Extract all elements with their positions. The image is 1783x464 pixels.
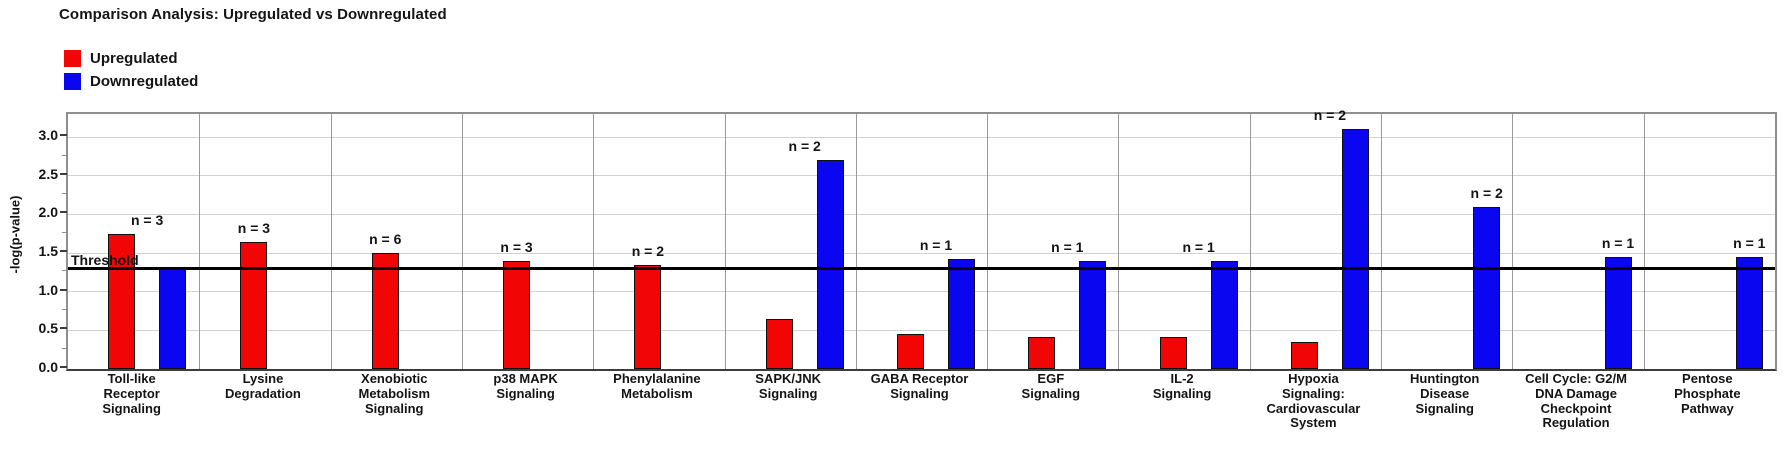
category-panel: n = 2: [724, 114, 857, 369]
y-tick-mark: [60, 172, 67, 175]
category-panel: n = 2: [1249, 107, 1382, 369]
n-count-label: n = 1: [1733, 234, 1766, 251]
category-panel: n = 3: [461, 114, 594, 369]
legend-label-upregulated: Upregulated: [90, 50, 178, 67]
category-panel: n = 1: [855, 114, 988, 369]
bar-upregulated: [503, 260, 531, 369]
x-category-label: EGF Signaling: [1021, 371, 1081, 401]
y-tick-mark: [60, 134, 67, 137]
gridline: [68, 291, 1775, 293]
bar-upregulated: [108, 233, 136, 369]
bar-upregulated: [240, 241, 268, 369]
n-count-label: n = 2: [1470, 184, 1503, 201]
y-tick-label: 3.0: [38, 127, 58, 144]
n-count-label: n = 3: [130, 211, 164, 228]
x-category-label: Toll-like Receptor Signaling: [102, 371, 161, 416]
x-category-label: Phenylalanine Metabolism: [613, 371, 701, 401]
y-tick-mark: [60, 366, 67, 368]
x-axis-labels: Toll-like Receptor Signaling Lysine Degra…: [66, 371, 1773, 462]
threshold-label: Threshold: [71, 251, 139, 268]
y-tick-mark: [60, 288, 67, 291]
n-count-label: n = 1: [1182, 238, 1215, 255]
bar-downregulated: [1604, 256, 1632, 369]
gridline: [68, 252, 1775, 254]
category-panel: n = 1: [1643, 114, 1776, 369]
x-category-label: Lysine Degradation: [225, 371, 301, 401]
plot-area: Threshold n = 3 n = 3 n = 6 n = 3 n = 2 n = 2 n…: [66, 107, 1777, 371]
y-tick-mark: [60, 250, 67, 253]
bar-downregulated: [1735, 256, 1763, 369]
y-tick-label: 2.0: [38, 204, 58, 221]
x-category-label: IL-2 Signaling: [1152, 371, 1212, 401]
x-category-label: GABA Receptor Signaling: [870, 371, 969, 401]
x-category-label: Hypoxia Signaling: Cardiovascular System: [1266, 371, 1361, 431]
y-tick-mark: [60, 327, 67, 330]
y-minor-tick-mark: [62, 309, 66, 311]
n-count-label: n = 2: [1313, 107, 1347, 124]
bar-upregulated: [1159, 336, 1187, 369]
y-tick-label: 1.5: [38, 243, 58, 260]
n-count-label: n = 3: [500, 238, 533, 255]
y-minor-tick-mark: [62, 193, 66, 195]
bar-upregulated: [1028, 336, 1056, 369]
legend-item-upregulated: Upregulated: [64, 47, 198, 70]
y-tick-label: 1.0: [38, 281, 58, 298]
gridline: [68, 136, 1775, 138]
gridline: [68, 329, 1775, 331]
y-minor-tick-mark: [62, 231, 66, 233]
category-panel: n = 2: [1381, 114, 1513, 369]
bar-downregulated: [947, 259, 975, 369]
category-panel: n = 3: [199, 114, 331, 369]
n-count-label: n = 1: [1601, 234, 1635, 251]
bar-downregulated: [816, 160, 844, 369]
y-tick-label: 0.0: [38, 359, 58, 375]
category-panel: n = 3: [68, 114, 199, 369]
n-count-label: n = 2: [788, 138, 821, 155]
n-count-label: n = 1: [919, 237, 953, 254]
downregulated-swatch-icon: [64, 73, 81, 90]
y-axis-label: -log(p-value): [7, 195, 23, 274]
bar-downregulated: [1341, 129, 1369, 369]
upregulated-swatch-icon: [64, 50, 81, 67]
category-panel: n = 1: [1512, 114, 1644, 369]
legend-item-downregulated: Downregulated: [64, 70, 198, 93]
x-category-label: Pentose Phosphate Pathway: [1674, 371, 1741, 416]
y-minor-tick-mark: [62, 347, 66, 349]
y-tick-mark: [60, 211, 67, 214]
gridline: [68, 213, 1775, 215]
n-count-label: n = 6: [369, 231, 402, 248]
y-minor-tick-mark: [62, 270, 66, 272]
n-count-label: n = 3: [237, 219, 271, 236]
chart-title: Comparison Analysis: Upregulated vs Down…: [59, 6, 447, 23]
x-category-label: Xenobiotic Metabolism Signaling: [358, 371, 431, 416]
category-panel: n = 1: [987, 114, 1119, 369]
category-panel: n = 6: [330, 114, 463, 369]
x-category-label: Cell Cycle: G2/M DNA Damage Checkpoint R…: [1525, 371, 1627, 431]
y-tick-label: 2.5: [38, 165, 58, 182]
n-count-label: n = 2: [631, 242, 665, 259]
legend-label-downregulated: Downregulated: [90, 73, 199, 90]
bar-upregulated: [896, 334, 924, 369]
bar-upregulated: [371, 253, 399, 369]
y-tick-label: 0.5: [38, 320, 58, 337]
bar-downregulated: [1079, 260, 1107, 369]
category-panel: n = 1: [1118, 114, 1250, 369]
gridline: [68, 175, 1775, 177]
threshold-line: [68, 266, 1775, 270]
bar-upregulated: [634, 264, 662, 369]
x-category-label: p38 MAPK Signaling: [493, 371, 558, 401]
n-count-label: n = 1: [1051, 238, 1084, 255]
bar-downregulated: [1473, 206, 1501, 369]
bar-upregulated: [1290, 341, 1318, 369]
x-category-label: SAPK/JNK Signaling: [755, 371, 822, 401]
bar-upregulated: [765, 318, 793, 369]
bar-downregulated: [159, 268, 187, 369]
y-minor-tick-mark: [62, 154, 66, 156]
bar-downregulated: [1210, 260, 1238, 369]
category-panel: n = 2: [593, 114, 725, 369]
x-category-label: Huntington Disease Signaling: [1410, 371, 1480, 416]
legend: Upregulated Downregulated: [64, 47, 198, 93]
